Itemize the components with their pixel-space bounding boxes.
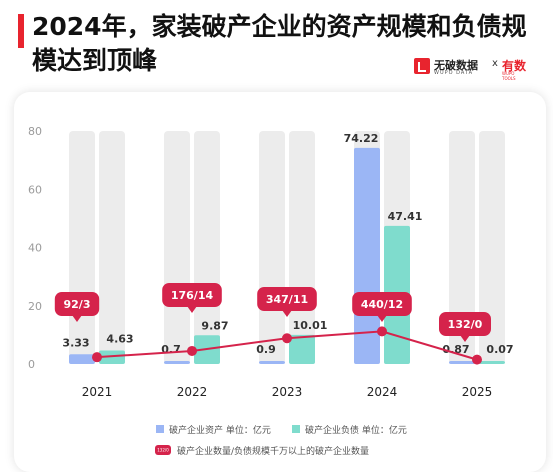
y-tick-label: 80 bbox=[28, 125, 42, 138]
bar-debt bbox=[99, 350, 125, 364]
count-bubble-label: 347/11 bbox=[266, 293, 308, 306]
data-label: 0.07 bbox=[486, 343, 513, 356]
count-bubble-label: 440/12 bbox=[361, 298, 403, 311]
legend-icon-text: 132/0 bbox=[157, 448, 169, 453]
count-line bbox=[92, 326, 482, 365]
data-label: 47.41 bbox=[388, 210, 423, 223]
y-tick-label: 40 bbox=[28, 242, 42, 255]
bubble-pointer-icon bbox=[460, 335, 470, 342]
legend-swatch-count bbox=[155, 445, 171, 455]
y-tick-label: 60 bbox=[28, 183, 42, 196]
x-tick-label: 2024 bbox=[367, 385, 398, 399]
count-bubble bbox=[352, 292, 412, 316]
bar-track bbox=[479, 131, 505, 364]
data-label: 10.01 bbox=[293, 319, 328, 332]
legend-label-count: 破产企业数量/负债规模千万以上的破产企业数量 bbox=[177, 445, 369, 457]
logo-brand: 无破数据 bbox=[434, 59, 478, 72]
count-bubble-label: 92/3 bbox=[64, 298, 91, 311]
logo-partner-sub: WUPO TOOLS bbox=[502, 71, 516, 81]
bar-assets bbox=[259, 361, 285, 364]
bar-debt bbox=[289, 334, 315, 364]
x-tick-label: 2023 bbox=[272, 385, 303, 399]
x-tick-label: 2025 bbox=[462, 385, 493, 399]
data-label: 0.7 bbox=[161, 343, 181, 356]
data-label: 0.87 bbox=[442, 343, 469, 356]
data-label: 9.87 bbox=[201, 319, 228, 332]
logo: 无破数据 WUPO DATA x 有数 WUPO TOOLS bbox=[414, 56, 534, 81]
count-point bbox=[187, 345, 197, 356]
bar-track bbox=[259, 131, 285, 364]
legend-swatch-assets bbox=[156, 425, 164, 433]
count-bubble bbox=[54, 292, 100, 316]
title-accent-bar bbox=[18, 14, 24, 48]
bar-assets bbox=[164, 361, 190, 364]
legend-swatch-debt bbox=[292, 425, 300, 433]
bar-assets bbox=[449, 361, 475, 364]
legend-label-assets: 破产企业资产 单位：亿元 bbox=[169, 424, 271, 436]
data-label: 0.9 bbox=[256, 343, 276, 356]
count-bubble bbox=[439, 312, 491, 336]
logo-partner: 有数 bbox=[502, 59, 527, 73]
bar-track bbox=[449, 131, 475, 364]
logo-brand-sub: WUPO DATA bbox=[434, 70, 474, 76]
x-axis: 2021 2022 2023 2024 2025 bbox=[82, 385, 493, 399]
bar-track bbox=[99, 131, 125, 364]
bar-track bbox=[69, 131, 95, 364]
bar-track bbox=[164, 131, 190, 364]
y-axis: 0 20 40 60 80 bbox=[28, 125, 42, 371]
bar-debt bbox=[479, 361, 505, 364]
count-point bbox=[282, 333, 292, 344]
x-tick-label: 2022 bbox=[177, 385, 208, 399]
count-bubble-label: 132/0 bbox=[448, 318, 483, 331]
count-bubble-label: 176/14 bbox=[171, 289, 214, 302]
data-label: 74.22 bbox=[344, 132, 379, 145]
wupo-logo-icon bbox=[414, 58, 430, 74]
value-labels: 3.33 4.63 0.7 9.87 0.9 10.01 74.22 47.41 0.87 0.0… bbox=[62, 132, 513, 356]
page-title: 2024年，家装破产企业的资产规模和负债规模达到顶峰 bbox=[32, 12, 527, 75]
count-bubble bbox=[257, 287, 317, 311]
partner-logo: 有数 WUPO TOOLS bbox=[502, 57, 528, 81]
y-tick-label: 0 bbox=[28, 358, 35, 371]
count-bubble bbox=[162, 283, 222, 307]
logo-separator: x bbox=[492, 58, 498, 69]
legend: 破产企业资产 单位：亿元 破产企业负债 单位：亿元 132/0 破产企业数量/负债规模… bbox=[155, 424, 407, 457]
bubble-pointer-icon bbox=[72, 315, 82, 322]
bubble-pointer-icon bbox=[282, 310, 292, 317]
x-tick-label: 2021 bbox=[82, 385, 113, 399]
y-tick-label: 20 bbox=[28, 300, 42, 313]
data-label: 4.63 bbox=[106, 333, 133, 346]
count-point bbox=[377, 326, 387, 337]
count-point bbox=[472, 354, 482, 365]
count-point bbox=[92, 352, 102, 363]
data-label: 3.33 bbox=[62, 336, 89, 349]
bar-assets bbox=[69, 354, 95, 364]
legend-label-debt: 破产企业负债 单位：亿元 bbox=[305, 424, 407, 436]
bubble-pointer-icon bbox=[187, 306, 197, 313]
bubble-pointer-icon bbox=[377, 315, 387, 322]
count-bubbles: 92/3 176/14 347/11 440/12 132/0 bbox=[54, 283, 491, 342]
